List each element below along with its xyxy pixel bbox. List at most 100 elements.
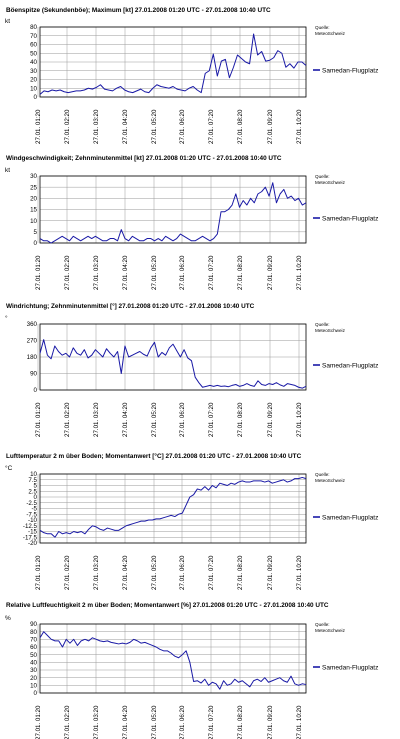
y-tick-label: 60 — [30, 644, 37, 651]
source-label: Quelle: — [315, 322, 330, 327]
x-tick-label: 27.01. 07:20 — [208, 109, 215, 144]
x-tick-label: 27.01. 08:20 — [237, 555, 244, 590]
x-tick-label: 27.01. 10:20 — [296, 705, 303, 739]
plot-frame — [39, 623, 307, 694]
x-tick-label: 27.01. 03:20 — [93, 402, 100, 437]
x-tick-label: 27.01. 02:20 — [64, 255, 71, 290]
x-tick-label: 27.01. 09:20 — [267, 109, 274, 144]
x-tick-label: 27.01. 09:20 — [267, 255, 274, 290]
source-label: MeteoSchweiz — [315, 328, 346, 333]
legend-label: Samedan-Flugplatz — [322, 362, 378, 369]
y-tick-label: 80 — [30, 629, 37, 636]
source-label: Quelle: — [315, 174, 330, 179]
x-tick-label: 27.01. 06:20 — [179, 109, 186, 144]
y-tick-label: -2.5 — [26, 500, 37, 507]
x-tick-label: 27.01. 03:20 — [93, 705, 100, 739]
chart-5: Relative Luftfeuchtigkeit 2 m über Boden… — [5, 602, 378, 739]
y-tick-label: 50 — [30, 652, 37, 659]
x-tick-label: 27.01. 04:20 — [122, 705, 129, 739]
y-tick-label: 0 — [34, 240, 38, 247]
x-tick-label: 27.01. 07:20 — [208, 255, 215, 290]
x-tick-label: 27.01. 01:20 — [35, 255, 42, 290]
legend-label: Samedan-Flugplatz — [322, 215, 378, 222]
y-tick-label: 25 — [30, 184, 37, 191]
x-tick-label: 27.01. 05:20 — [151, 109, 158, 144]
chart-title: Lufttemperatur 2 m über Boden; Momentanw… — [6, 452, 302, 460]
x-tick-label: 27.01. 08:20 — [237, 402, 244, 437]
x-tick-label: 27.01. 06:20 — [179, 402, 186, 437]
y-tick-label: 5 — [34, 483, 38, 490]
y-tick-label: 10 — [30, 85, 37, 92]
y-tick-label: 0 — [34, 690, 38, 697]
y-tick-label: 80 — [30, 24, 37, 31]
series-line-samedan-flugplatz — [39, 182, 307, 244]
series-line-samedan-flugplatz — [39, 476, 307, 538]
x-tick-label: 27.01. 01:20 — [35, 705, 42, 739]
x-tick-label: 27.01. 09:20 — [267, 705, 274, 739]
y-tick-label: 10 — [30, 683, 37, 690]
x-tick-label: 27.01. 06:20 — [179, 255, 186, 290]
source-label: Quelle: — [315, 622, 330, 627]
x-tick-label: 27.01. 05:20 — [151, 402, 158, 437]
x-tick-label: 27.01. 09:20 — [267, 555, 274, 590]
series-line-samedan-flugplatz — [39, 631, 307, 690]
x-tick-label: 27.01. 03:20 — [93, 109, 100, 144]
y-tick-label: 20 — [30, 196, 37, 203]
y-tick-label: 30 — [30, 68, 37, 75]
y-tick-label: 30 — [30, 173, 37, 180]
y-tick-label: -5 — [31, 506, 37, 513]
y-tick-label: 0 — [34, 94, 38, 101]
y-tick-label: 40 — [30, 59, 37, 66]
y-tick-label: 0 — [34, 494, 38, 501]
chart-title: Böenspitze (Sekundenböe); Maximum [kt] 2… — [6, 7, 271, 14]
y-tick-label: 2.5 — [28, 488, 37, 495]
y-tick-label: 90 — [30, 371, 37, 378]
y-tick-label: 30 — [30, 667, 37, 674]
legend-label: Samedan-Flugplatz — [322, 664, 378, 671]
plot-frame — [39, 323, 307, 391]
chart-1: Böenspitze (Sekundenböe); Maximum [kt] 2… — [5, 7, 378, 144]
x-tick-label: 27.01. 07:20 — [208, 402, 215, 437]
chart-title: Windgeschwindigkeit; Zehnminutenmittel [… — [6, 155, 282, 162]
x-tick-label: 27.01. 08:20 — [237, 255, 244, 290]
source-label: MeteoSchweiz — [315, 628, 346, 633]
y-tick-label: 0 — [34, 387, 38, 394]
source-label: Quelle: — [315, 472, 330, 477]
y-tick-label: 40 — [30, 660, 37, 667]
x-tick-label: 27.01. 06:20 — [179, 705, 186, 739]
x-tick-label: 27.01. 02:20 — [64, 705, 71, 739]
y-tick-label: 20 — [30, 77, 37, 84]
source-label: Quelle: — [315, 25, 330, 30]
source-label: MeteoSchweiz — [315, 180, 346, 185]
chart-2: Windgeschwindigkeit; Zehnminutenmittel [… — [5, 155, 378, 290]
x-tick-label: 27.01. 08:20 — [237, 705, 244, 739]
x-tick-label: 27.01. 04:20 — [122, 402, 129, 437]
x-tick-label: 27.01. 05:20 — [151, 555, 158, 590]
x-tick-label: 27.01. 02:20 — [64, 555, 71, 590]
x-tick-label: 27.01. 04:20 — [122, 255, 129, 290]
y-tick-label: 15 — [30, 207, 37, 214]
y-tick-label: 10 — [30, 471, 37, 478]
series-line-samedan-flugplatz — [39, 33, 307, 95]
x-tick-label: 27.01. 07:20 — [208, 705, 215, 739]
y-tick-label: 70 — [30, 33, 37, 40]
x-tick-label: 27.01. 06:20 — [179, 555, 186, 590]
y-tick-label: 90 — [30, 621, 37, 628]
x-tick-label: 27.01. 10:20 — [296, 109, 303, 144]
x-tick-label: 27.01. 04:20 — [122, 555, 129, 590]
x-tick-label: 27.01. 01:20 — [35, 109, 42, 144]
x-tick-label: 27.01. 02:20 — [64, 402, 71, 437]
y-tick-label: -12.5 — [23, 523, 38, 530]
x-tick-label: 27.01. 02:20 — [64, 109, 71, 144]
y-tick-label: 7.5 — [28, 477, 37, 484]
x-tick-label: 27.01. 03:20 — [93, 255, 100, 290]
y-axis-label: ° — [5, 314, 8, 322]
y-tick-label: -17.5 — [23, 534, 38, 541]
x-tick-label: 27.01. 01:20 — [35, 555, 42, 590]
y-tick-label: 10 — [30, 218, 37, 225]
x-tick-label: 27.01. 01:20 — [35, 402, 42, 437]
y-axis-label: kt — [5, 18, 10, 25]
x-tick-label: 27.01. 05:20 — [151, 705, 158, 739]
y-tick-label: 360 — [27, 321, 38, 328]
y-axis-label: °C — [5, 464, 13, 472]
